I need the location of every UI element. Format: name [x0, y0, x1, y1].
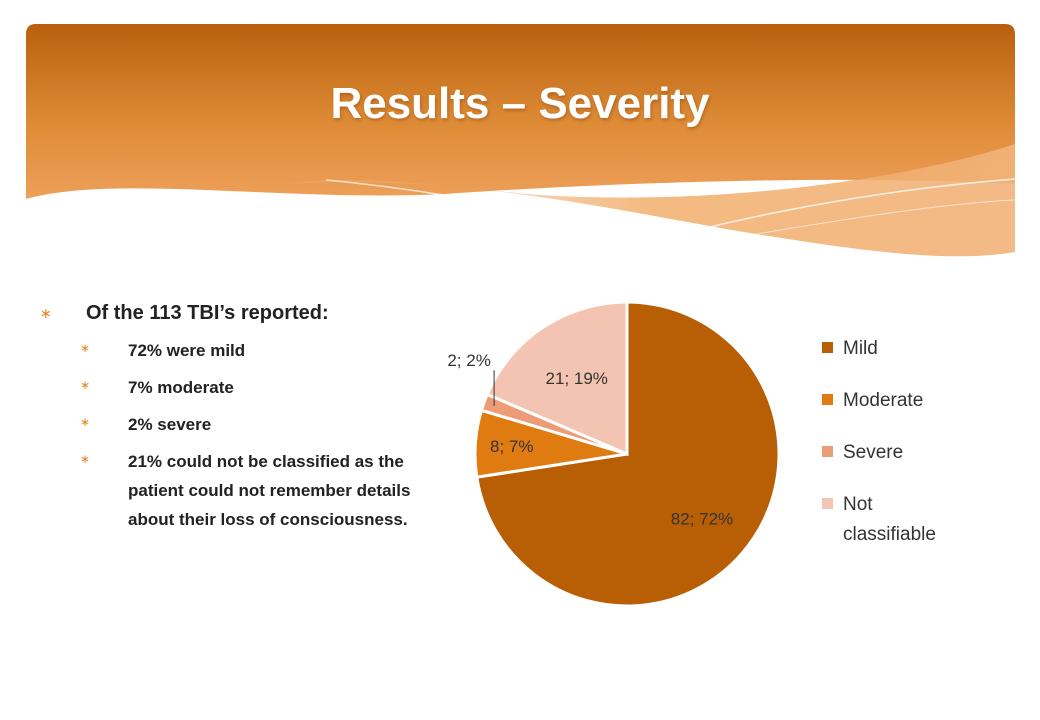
bullet-heading-text: Of the 113 TBI’s reported:: [86, 302, 329, 324]
sub-bullet: ∗ 7% moderate: [80, 373, 460, 402]
legend-label-not-classifiable: classifiable: [843, 524, 936, 545]
asterisk-bullet-icon: ∗: [80, 341, 91, 355]
legend-label-moderate: Moderate: [843, 390, 923, 411]
data-label-mild: 82; 72%: [671, 509, 733, 528]
legend-swatch-not-classifiable: [822, 498, 833, 509]
sub-bullet-text: 72% were mild: [128, 341, 246, 360]
chart-legend: Mild Moderate Severe Not classifiable: [822, 338, 936, 545]
slide-title: Results – Severity: [330, 79, 710, 128]
data-label-moderate: 8; 7%: [490, 437, 533, 456]
asterisk-bullet-icon: ∗: [80, 378, 91, 392]
asterisk-bullet-icon: ∗: [40, 305, 52, 321]
bullet-heading: ∗ Of the 113 TBI’s reported:: [40, 298, 460, 328]
legend-label-not-classifiable: Not: [843, 494, 873, 515]
data-label-not-classifiable: 21; 19%: [546, 369, 608, 388]
legend-swatch-moderate: [822, 394, 833, 405]
severity-pie-chart: 82; 72% 8; 7% 2; 2% 21; 19% Mild Moderate Sev…: [447, 300, 936, 608]
legend-label-severe: Severe: [843, 442, 903, 463]
slide-header-banner: [26, 24, 1015, 274]
pie-slices: [473, 300, 781, 608]
data-label-severe: 2; 2%: [447, 351, 490, 370]
sub-bullet-text: 7% moderate: [128, 378, 234, 397]
header-wave-graphic: [26, 24, 1015, 267]
sub-bullet: ∗ 21% could not be classified as the pat…: [80, 447, 460, 534]
sub-bullet-text: 21% could not be classified as the patie…: [128, 452, 411, 529]
sub-bullet: ∗ 72% were mild: [80, 336, 460, 365]
asterisk-bullet-icon: ∗: [80, 415, 91, 429]
asterisk-bullet-icon: ∗: [80, 452, 91, 466]
legend-label-mild: Mild: [843, 338, 878, 359]
pie-data-labels: 82; 72% 8; 7% 2; 2% 21; 19%: [447, 351, 733, 528]
legend-swatch-mild: [822, 342, 833, 353]
sub-bullet: ∗ 2% severe: [80, 410, 460, 439]
legend-swatch-severe: [822, 446, 833, 457]
sub-bullet-text: 2% severe: [128, 415, 212, 434]
bullet-list: ∗ Of the 113 TBI’s reported: ∗ 72% were …: [40, 298, 460, 542]
